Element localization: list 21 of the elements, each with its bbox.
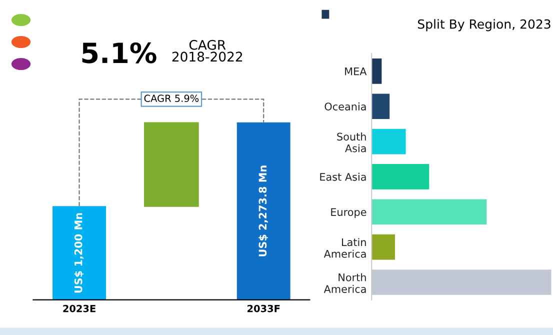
text: 5.1% <box>82 42 156 64</box>
y-tick-label: South Asia <box>337 132 366 152</box>
y-tick-label: East Asia <box>320 172 366 181</box>
y-tick-label: Latin America <box>324 238 366 258</box>
chart-title: Split By Region, 2023 <box>418 19 550 32</box>
data-label: US$ 1,200 Mn <box>74 213 84 293</box>
bar <box>372 199 487 225</box>
bar <box>372 164 430 190</box>
data-label: US$ 2,273.8 Mn <box>258 166 268 256</box>
bar <box>372 58 382 84</box>
y-tick-label: North America <box>324 273 366 293</box>
y-tick-label: Europe <box>331 208 366 218</box>
y-tick-label: Oceania <box>324 102 366 110</box>
x-tick-label: 2033F <box>248 304 280 312</box>
bar <box>372 94 390 120</box>
text: CAGR 2018-2022 <box>172 40 242 62</box>
bar <box>372 234 395 260</box>
bar <box>372 128 406 154</box>
y-tick-label: MEA <box>345 68 367 76</box>
x-tick-label: 2023E <box>63 304 96 312</box>
text: CAGR 5.9% <box>144 94 199 102</box>
